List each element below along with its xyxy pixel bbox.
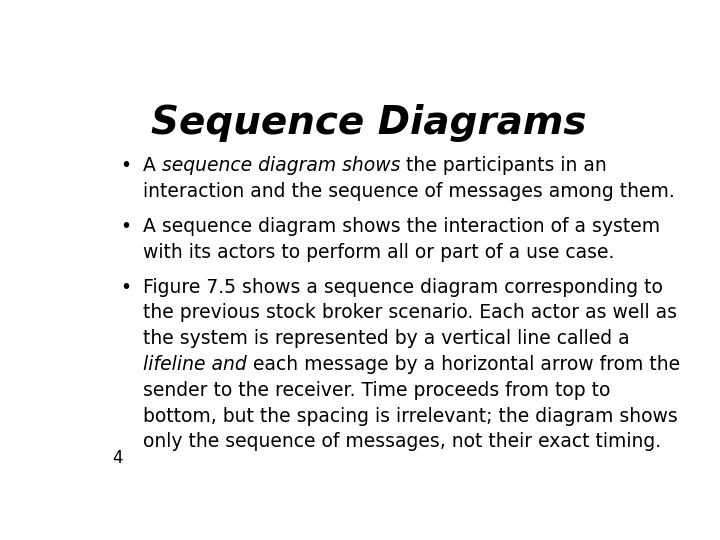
Text: A: A (143, 156, 162, 176)
Text: sender to the receiver. Time proceeds from top to: sender to the receiver. Time proceeds fr… (143, 381, 611, 400)
Text: bottom, but the spacing is irrelevant; the diagram shows: bottom, but the spacing is irrelevant; t… (143, 407, 678, 426)
Text: interaction and the sequence of messages among them.: interaction and the sequence of messages… (143, 182, 675, 201)
Text: lifeline and: lifeline and (143, 355, 247, 374)
Text: •: • (121, 156, 132, 176)
Text: Sequence Diagrams: Sequence Diagrams (151, 104, 587, 143)
Text: 4: 4 (112, 449, 123, 467)
Text: •: • (121, 278, 132, 296)
Text: only the sequence of messages, not their exact timing.: only the sequence of messages, not their… (143, 433, 661, 451)
Text: sequence diagram shows: sequence diagram shows (162, 156, 400, 176)
Text: each message by a horizontal arrow from the: each message by a horizontal arrow from … (247, 355, 680, 374)
Text: A sequence diagram shows the interaction of a system: A sequence diagram shows the interaction… (143, 217, 660, 236)
Text: the system is represented by a vertical line called a: the system is represented by a vertical … (143, 329, 629, 348)
Text: the previous stock broker scenario. Each actor as well as: the previous stock broker scenario. Each… (143, 303, 677, 322)
Text: with its actors to perform all or part of a use case.: with its actors to perform all or part o… (143, 243, 614, 262)
Text: •: • (121, 217, 132, 236)
Text: Figure 7.5 shows a sequence diagram corresponding to: Figure 7.5 shows a sequence diagram corr… (143, 278, 663, 296)
Text: the participants in an: the participants in an (400, 156, 607, 176)
